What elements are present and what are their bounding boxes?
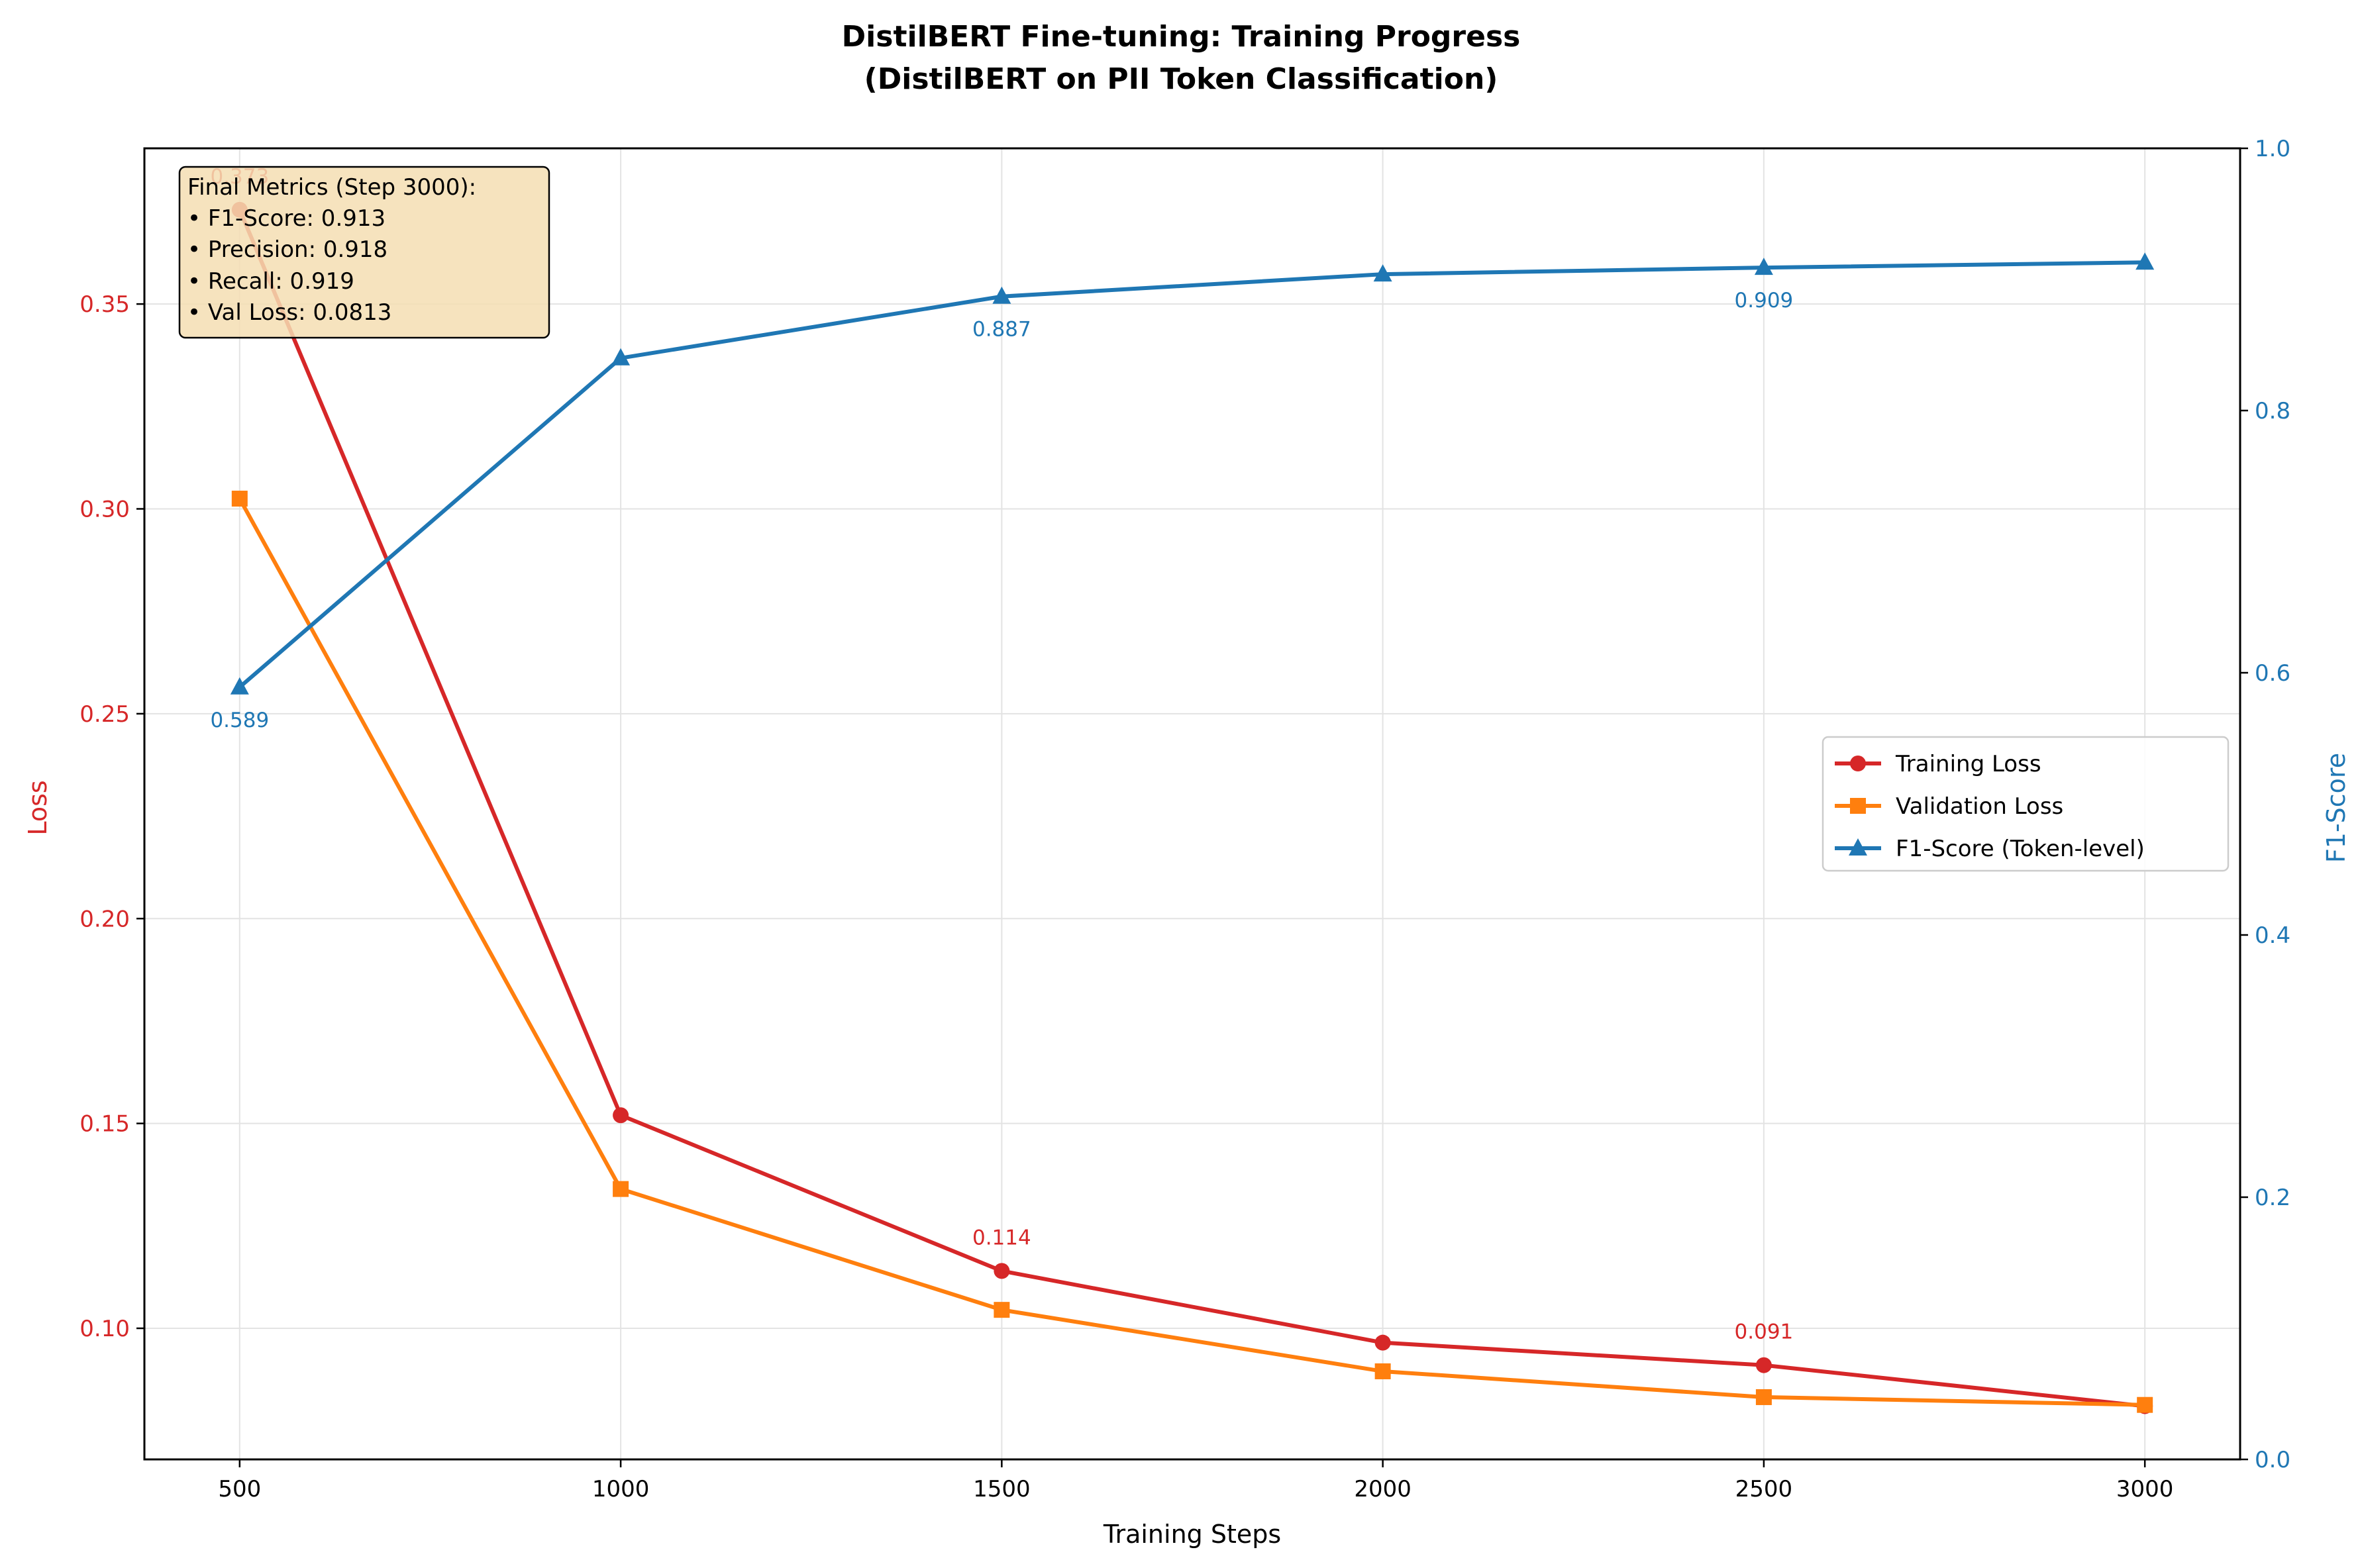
final-metrics-box: Final Metrics (Step 3000): • F1-Score: 0…	[180, 167, 549, 338]
marker-validation-loss-5	[2137, 1397, 2153, 1413]
y-right-tick-label-3: 0.6	[2255, 660, 2290, 687]
x-axis-label: Training Steps	[1103, 1520, 1281, 1549]
x-tick-label-4: 2500	[1735, 1476, 1793, 1502]
final-metrics-precision: • Precision: 0.918	[187, 236, 387, 263]
y-axis-right-label: F1-Score	[2322, 753, 2351, 863]
y-axis-left-label: Loss	[23, 780, 52, 835]
data-label-2: 0.091	[1735, 1320, 1794, 1344]
marker-training-loss-3	[1375, 1335, 1391, 1351]
x-tick-label-3: 2000	[1354, 1476, 1412, 1502]
legend-label-training-loss: Training Loss	[1895, 751, 2041, 777]
marker-training-loss-2	[994, 1263, 1009, 1279]
legend: Training Loss Validation Loss F1-Score (To…	[1823, 737, 2228, 871]
legend-marker-validation-loss	[1850, 798, 1866, 814]
y-right-tick-label-2: 0.4	[2255, 922, 2290, 949]
marker-validation-loss-0	[232, 491, 248, 507]
data-label-4: 0.887	[972, 318, 1031, 342]
legend-marker-training-loss	[1850, 756, 1866, 771]
data-label-5: 0.909	[1735, 289, 1794, 313]
marker-training-loss-4	[1756, 1357, 1772, 1373]
marker-validation-loss-3	[1375, 1363, 1391, 1379]
x-tick-label-5: 3000	[2116, 1476, 2174, 1502]
y-left-tick-label-5: 0.35	[79, 291, 130, 318]
marker-training-loss-1	[613, 1107, 629, 1123]
final-metrics-recall: • Recall: 0.919	[187, 268, 354, 295]
y-right-tick-label-5: 1.0	[2255, 136, 2290, 162]
y-right-tick-label-4: 0.8	[2255, 398, 2290, 424]
y-right-tick-label-1: 0.2	[2255, 1185, 2290, 1211]
final-metrics-f1: • F1-Score: 0.913	[187, 205, 385, 232]
chart-title-line1: DistilBERT Fine-tuning: Training Progres…	[842, 20, 1521, 54]
y-left-tick-label-1: 0.15	[79, 1111, 130, 1138]
legend-label-f1-score-token-level: F1-Score (Token-level)	[1896, 836, 2145, 862]
y-left-tick-label-3: 0.25	[79, 701, 130, 728]
y-right-tick-label-0: 0.0	[2255, 1447, 2290, 1473]
y-left-tick-label-2: 0.20	[79, 906, 130, 932]
final-metrics-heading: Final Metrics (Step 3000):	[187, 174, 476, 201]
marker-validation-loss-2	[994, 1302, 1009, 1318]
final-metrics-val-loss: • Val Loss: 0.0813	[187, 299, 391, 326]
y-left-tick-label-4: 0.30	[79, 497, 130, 523]
x-tick-label-0: 500	[218, 1476, 261, 1502]
legend-label-validation-loss: Validation Loss	[1896, 793, 2063, 820]
x-tick-label-1: 1000	[592, 1476, 650, 1502]
chart-title-line2: (DistilBERT on PII Token Classification)	[864, 62, 1498, 96]
x-tick-label-2: 1500	[973, 1476, 1031, 1502]
data-label-3: 0.589	[210, 709, 269, 732]
data-label-1: 0.114	[972, 1226, 1031, 1250]
y-left-tick-label-0: 0.10	[79, 1316, 130, 1342]
marker-validation-loss-4	[1756, 1389, 1772, 1405]
marker-validation-loss-1	[613, 1181, 629, 1197]
